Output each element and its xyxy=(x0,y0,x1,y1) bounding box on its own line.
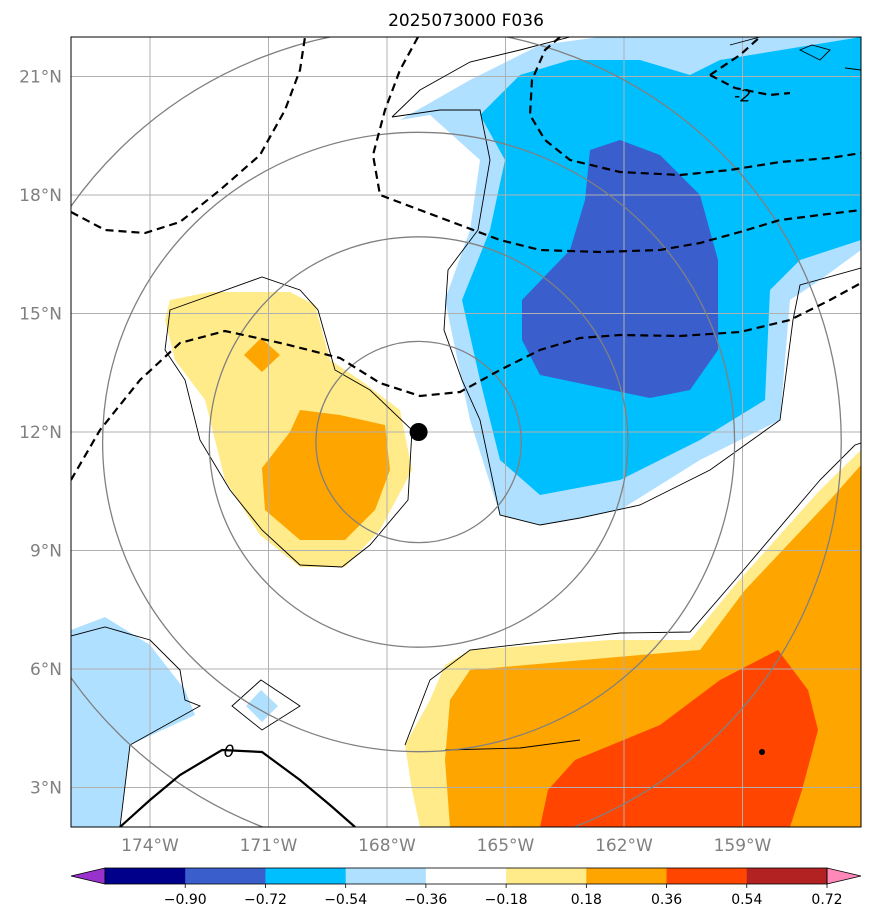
lat-tick-label-3: 12°N xyxy=(19,423,62,443)
colorbar-tick-label-5: 0.18 xyxy=(571,892,602,908)
thin-contour-w xyxy=(164,276,413,568)
contour-label-0: -2 xyxy=(734,86,751,106)
colorbar-extend-high xyxy=(826,867,862,885)
lat-tick-label-5: 18°N xyxy=(19,186,62,206)
colorbar-swatch-6 xyxy=(586,868,668,884)
fill-pos-orange-diamond xyxy=(244,338,280,372)
thin-contour-bottom xyxy=(444,739,581,751)
range-ring-1 xyxy=(208,236,629,648)
colorbar-tick-label-0: −0.90 xyxy=(164,892,207,908)
colorbar-swatch-0 xyxy=(105,868,186,884)
colorbar-swatch-1 xyxy=(185,868,266,884)
thin-contour-ne-coast xyxy=(729,37,861,71)
range-rings xyxy=(71,37,842,827)
colorbar-tick-label-4: −0.18 xyxy=(485,892,528,908)
lon-tick-label-3: 165°W xyxy=(477,836,535,856)
dashed-contour-1 xyxy=(71,282,861,481)
colorbar-tick-label-3: −0.36 xyxy=(404,892,447,908)
storm-center-marker xyxy=(409,423,428,441)
anomaly-fills xyxy=(71,37,861,827)
lat-tick-labels: 3°N 6°N 9°N 12°N 15°N 18°N 21°N xyxy=(19,68,62,799)
fill-pos-orange-w xyxy=(262,410,390,540)
lon-tick-label-5: 159°W xyxy=(714,836,772,856)
solid-contour-zero xyxy=(119,748,356,827)
lon-tick-label-0: 174°W xyxy=(121,836,179,856)
colorbar-tick-label-6: 0.36 xyxy=(651,892,682,908)
small-marker xyxy=(759,749,765,755)
fill-pos-red-se xyxy=(540,650,818,827)
fill-neg-light-diamond xyxy=(246,690,278,722)
colorbar-swatch-3 xyxy=(345,868,427,884)
colorbar-tick-label-2: −0.54 xyxy=(324,892,367,908)
contour-labels: -2 0 xyxy=(224,86,751,762)
contour-label-1: 0 xyxy=(224,742,235,762)
colorbar-frame xyxy=(104,867,828,885)
thin-contour-se xyxy=(404,442,861,746)
range-ring-0 xyxy=(315,340,522,544)
lat-tick-label-6: 21°N xyxy=(19,68,62,88)
colorbar-swatch-7 xyxy=(666,868,748,884)
dashed-contours xyxy=(71,37,861,481)
thin-contour-ne-top xyxy=(391,37,571,118)
lat-tick-label-4: 15°N xyxy=(19,305,62,325)
colorbar-extend-low xyxy=(70,867,106,885)
colorbar-swatch-8 xyxy=(746,868,828,884)
thin-contour-sw xyxy=(71,626,202,827)
range-ring-3 xyxy=(71,37,842,827)
fill-neg-royal-core xyxy=(522,140,718,398)
thin-contour-ne xyxy=(391,109,861,526)
thin-contours xyxy=(71,37,861,827)
map-border xyxy=(70,36,862,828)
lat-tick-label-1: 6°N xyxy=(30,660,62,680)
colorbar-swatch-5 xyxy=(506,868,587,884)
lon-tick-label-4: 162°W xyxy=(595,836,653,856)
dashed-contour-4 xyxy=(528,37,861,177)
dashed-contour-5 xyxy=(709,37,791,97)
lon-tick-label-1: 171°W xyxy=(240,836,298,856)
lat-tick-label-0: 3°N xyxy=(30,779,62,799)
thin-contour-diamond xyxy=(231,679,301,731)
colorbar-tick-label-7: 0.54 xyxy=(731,892,762,908)
colorbar: −0.90 −0.72 −0.54 −0.36 −0.18 0.18 0.36 0.54 0.7… xyxy=(70,867,862,908)
lon-tick-labels: 174°W 171°W 168°W 165°W 162°W 159°W xyxy=(121,836,771,856)
colorbar-swatch-4 xyxy=(425,868,507,884)
map-area: -2 0 xyxy=(71,37,861,827)
lon-tick-label-2: 168°W xyxy=(358,836,416,856)
colorbar-tick-label-1: −0.72 xyxy=(244,892,287,908)
range-ring-2 xyxy=(101,131,736,753)
map-title: 2025073000 F036 xyxy=(388,11,544,31)
gridlines xyxy=(71,37,861,827)
dashed-contour-3 xyxy=(371,37,861,254)
colorbar-swatch-2 xyxy=(265,868,347,884)
colorbar-tick-label-8: 0.72 xyxy=(811,892,842,908)
dashed-contour-2 xyxy=(71,37,307,235)
lat-tick-label-2: 9°N xyxy=(30,542,62,562)
